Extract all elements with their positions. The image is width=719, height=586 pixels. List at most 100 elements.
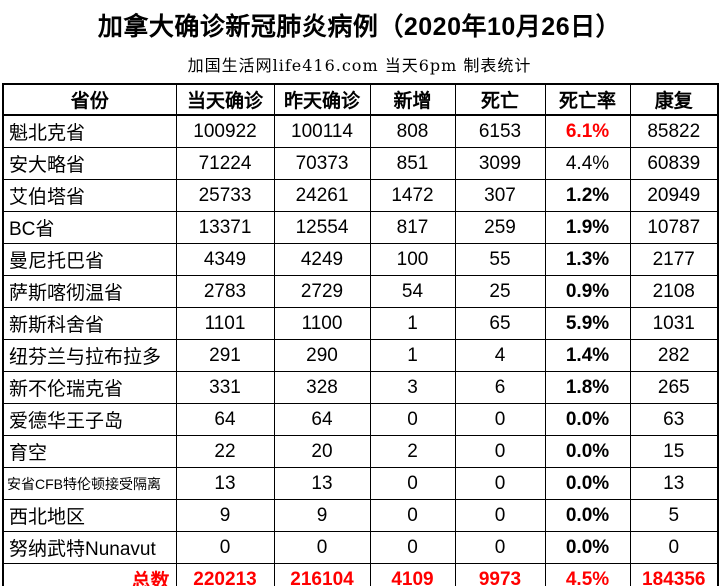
cell-today-confirmed: 13 [175, 467, 275, 500]
cell-deaths: 307 [454, 179, 546, 212]
header-cell-deaths: 死亡 [454, 83, 546, 116]
cell-new-cases: 851 [369, 147, 456, 180]
cell-new-cases: 100 [369, 243, 456, 276]
header-cell-recovered: 康复 [629, 83, 719, 116]
cell-today-confirmed: 100922 [175, 114, 275, 148]
total-row: 总数 220213 216104 4109 9973 4.5% 184356 [2, 563, 719, 586]
table-row: 爱德华王子岛 64 64 0 0 0.0% 63 [2, 403, 719, 436]
cell-today-confirmed: 291 [175, 339, 275, 372]
header-cell-province: 省份 [2, 83, 177, 116]
cell-today-confirmed: 64 [175, 403, 275, 436]
table-row: 安大略省 71224 70373 851 3099 4.4% 60839 [2, 147, 719, 180]
cell-yesterday-confirmed: 13 [273, 467, 371, 500]
header-cell-new-cases: 新增 [369, 83, 456, 116]
cell-recovered: 265 [629, 371, 719, 404]
cell-new-cases: 817 [369, 211, 456, 244]
cell-deaths: 259 [454, 211, 546, 244]
cell-deaths: 25 [454, 275, 546, 308]
cell-today-confirmed: 22 [175, 435, 275, 468]
cell-deaths: 55 [454, 243, 546, 276]
total-yesterday-confirmed: 216104 [273, 563, 371, 586]
table-row: 西北地区 9 9 0 0 0.0% 5 [2, 499, 719, 532]
total-death-rate: 4.5% [544, 563, 631, 586]
total-today-confirmed: 220213 [175, 563, 275, 586]
cell-recovered: 0 [629, 531, 719, 564]
cell-death-rate: 1.8% [544, 371, 631, 404]
cell-yesterday-confirmed: 0 [273, 531, 371, 564]
cell-deaths: 6 [454, 371, 546, 404]
cell-province: 萨斯喀彻温省 [2, 275, 177, 308]
cell-death-rate: 0.0% [544, 499, 631, 532]
cell-province: 努纳武特Nunavut [2, 531, 177, 564]
cell-death-rate: 0.0% [544, 435, 631, 468]
cell-province: 曼尼托巴省 [2, 243, 177, 276]
cell-province: 新斯科舍省 [2, 307, 177, 340]
table-row: 纽芬兰与拉布拉多 291 290 1 4 1.4% 282 [2, 339, 719, 372]
header-cell-today-confirmed: 当天确诊 [175, 83, 275, 116]
cell-yesterday-confirmed: 100114 [273, 114, 371, 148]
cell-deaths: 0 [454, 403, 546, 436]
cell-today-confirmed: 25733 [175, 179, 275, 212]
cell-today-confirmed: 13371 [175, 211, 275, 244]
table-row: 努纳武特Nunavut 0 0 0 0 0.0% 0 [2, 531, 719, 564]
cell-death-rate: 0.0% [544, 403, 631, 436]
cell-recovered: 282 [629, 339, 719, 372]
cell-recovered: 63 [629, 403, 719, 436]
cell-province: 新不伦瑞克省 [2, 371, 177, 404]
cell-deaths: 0 [454, 531, 546, 564]
cell-recovered: 20949 [629, 179, 719, 212]
table-row: 育空 22 20 2 0 0.0% 15 [2, 435, 719, 468]
total-recovered: 184356 [629, 563, 719, 586]
cell-province: 爱德华王子岛 [2, 403, 177, 436]
cell-death-rate: 1.9% [544, 211, 631, 244]
total-deaths: 9973 [454, 563, 546, 586]
cell-new-cases: 0 [369, 467, 456, 500]
covid-cases-table: 省份 当天确诊 昨天确诊 新增 死亡 死亡率 康复 魁北克省 100922 1001… [2, 83, 719, 586]
cell-yesterday-confirmed: 290 [273, 339, 371, 372]
table-row: 魁北克省 100922 100114 808 6153 6.1% 85822 [2, 114, 719, 148]
cell-recovered: 85822 [629, 114, 719, 148]
cell-new-cases: 808 [369, 114, 456, 148]
cell-recovered: 1031 [629, 307, 719, 340]
cell-death-rate: 5.9% [544, 307, 631, 340]
cell-new-cases: 2 [369, 435, 456, 468]
cell-new-cases: 0 [369, 499, 456, 532]
table-row: 曼尼托巴省 4349 4249 100 55 1.3% 2177 [2, 243, 719, 276]
cell-deaths: 0 [454, 435, 546, 468]
cell-recovered: 13 [629, 467, 719, 500]
header-row: 省份 当天确诊 昨天确诊 新增 死亡 死亡率 康复 [2, 83, 719, 116]
header-cell-death-rate: 死亡率 [544, 83, 631, 116]
cell-deaths: 65 [454, 307, 546, 340]
table-row: 安省CFB特伦顿接受隔离 13 13 0 0 0.0% 13 [2, 467, 719, 500]
cell-recovered: 60839 [629, 147, 719, 180]
cell-new-cases: 54 [369, 275, 456, 308]
cell-recovered: 2108 [629, 275, 719, 308]
cell-today-confirmed: 2783 [175, 275, 275, 308]
cell-deaths: 3099 [454, 147, 546, 180]
cell-death-rate: 0.9% [544, 275, 631, 308]
cell-new-cases: 3 [369, 371, 456, 404]
cell-yesterday-confirmed: 9 [273, 499, 371, 532]
cell-province: 艾伯塔省 [2, 179, 177, 212]
cell-today-confirmed: 4349 [175, 243, 275, 276]
cell-new-cases: 1 [369, 307, 456, 340]
cell-new-cases: 0 [369, 531, 456, 564]
table-row: 艾伯塔省 25733 24261 1472 307 1.2% 20949 [2, 179, 719, 212]
cell-death-rate: 1.3% [544, 243, 631, 276]
cell-yesterday-confirmed: 12554 [273, 211, 371, 244]
cell-deaths: 0 [454, 499, 546, 532]
cell-yesterday-confirmed: 70373 [273, 147, 371, 180]
cell-recovered: 2177 [629, 243, 719, 276]
cell-recovered: 10787 [629, 211, 719, 244]
total-new-cases: 4109 [369, 563, 456, 586]
cell-deaths: 0 [454, 467, 546, 500]
page-title: 加拿大确诊新冠肺炎病例（2020年10月26日） [97, 13, 622, 41]
cell-yesterday-confirmed: 24261 [273, 179, 371, 212]
table-row: BC省 13371 12554 817 259 1.9% 10787 [2, 211, 719, 244]
cell-deaths: 6153 [454, 114, 546, 148]
table-row: 新斯科舍省 1101 1100 1 65 5.9% 1031 [2, 307, 719, 340]
cell-yesterday-confirmed: 64 [273, 403, 371, 436]
cell-province: 安省CFB特伦顿接受隔离 [2, 467, 177, 500]
cell-province: BC省 [2, 211, 177, 244]
cell-new-cases: 1472 [369, 179, 456, 212]
